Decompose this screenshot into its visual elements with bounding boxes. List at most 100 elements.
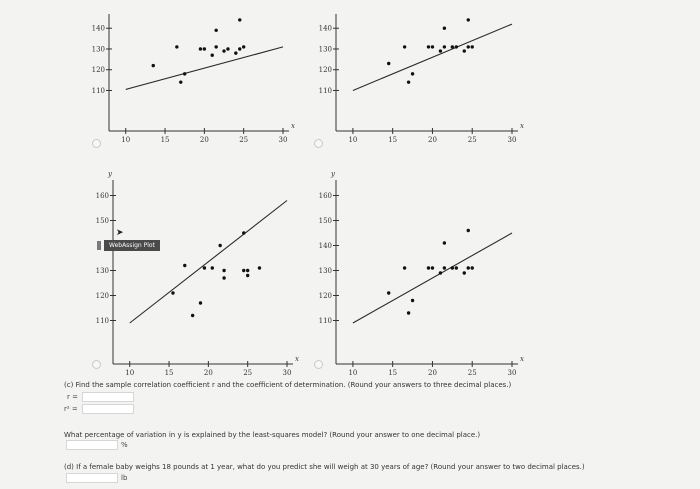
x-tick-label: 10 bbox=[348, 136, 357, 144]
x-tick-label: 25 bbox=[468, 136, 477, 144]
y-tick-label: 130 bbox=[92, 45, 105, 53]
graph-option-radio-bottom-right[interactable] bbox=[314, 360, 323, 369]
y-tick-label: 140 bbox=[319, 25, 332, 33]
data-point bbox=[241, 45, 246, 49]
data-point bbox=[202, 47, 207, 51]
question-d-text: (d) If a female baby weighs 18 pounds at… bbox=[64, 463, 585, 471]
percentage-unit: % bbox=[121, 441, 128, 449]
data-point bbox=[226, 47, 230, 51]
x-axis-label: x bbox=[520, 122, 524, 130]
data-point bbox=[210, 53, 214, 57]
data-point bbox=[387, 291, 391, 295]
data-point bbox=[438, 49, 443, 53]
data-point bbox=[462, 49, 466, 53]
scatter-plot-bottom-left: 110 120 130 150 160 10 15 20 25 30x y bbox=[96, 170, 299, 377]
data-point bbox=[450, 266, 455, 270]
r-label: r = bbox=[67, 393, 78, 401]
x-tick-label: 15 bbox=[388, 136, 397, 144]
y-tick-label: 110 bbox=[96, 317, 109, 325]
data-point bbox=[218, 243, 222, 248]
regression-line bbox=[352, 232, 513, 324]
x-axis-label: x bbox=[295, 355, 299, 363]
y-tick-label: 120 bbox=[319, 66, 332, 74]
x-tick-label: 30 bbox=[508, 136, 517, 144]
x-tick-label: 30 bbox=[279, 136, 288, 144]
data-point bbox=[175, 45, 179, 49]
data-point bbox=[426, 45, 431, 49]
data-point bbox=[410, 72, 415, 76]
data-point bbox=[387, 61, 391, 66]
x-tick-label: 20 bbox=[200, 136, 209, 144]
x-tick-label: 10 bbox=[125, 369, 134, 377]
y-axis-label: y bbox=[330, 170, 336, 178]
cursor-icon: ➤ bbox=[116, 228, 124, 238]
y-axis-label: y bbox=[107, 170, 113, 178]
webassign-plot-marker bbox=[97, 241, 101, 250]
data-point bbox=[470, 45, 474, 49]
data-point bbox=[442, 266, 447, 270]
data-point bbox=[454, 266, 459, 270]
graph-option-radio-top-right[interactable] bbox=[314, 139, 323, 148]
graph-option-radio-top-left[interactable] bbox=[92, 139, 101, 148]
data-point bbox=[442, 45, 447, 49]
data-point bbox=[238, 18, 242, 22]
data-point bbox=[406, 80, 411, 84]
r-squared-label: r² = bbox=[64, 405, 78, 413]
data-point bbox=[242, 231, 246, 235]
x-tick-label: 25 bbox=[239, 136, 248, 144]
y-tick-label: 130 bbox=[96, 267, 109, 275]
data-point bbox=[410, 298, 415, 303]
y-tick-label: 150 bbox=[319, 217, 332, 225]
y-tick-label: 160 bbox=[96, 192, 109, 200]
data-point bbox=[438, 271, 443, 275]
data-point bbox=[430, 45, 435, 49]
x-tick-label: 30 bbox=[283, 369, 292, 377]
y-tick-label: 120 bbox=[319, 292, 332, 300]
data-point bbox=[466, 18, 470, 22]
question-c-text: (c) Find the sample correlation coeffici… bbox=[64, 381, 512, 389]
r-input[interactable] bbox=[82, 392, 134, 402]
scatter-plot-top-left: 110 120 130 140 10 15 20 25 30x bbox=[92, 14, 295, 144]
weight-prediction-input[interactable] bbox=[66, 473, 118, 483]
data-point bbox=[198, 301, 203, 305]
y-tick-label: 120 bbox=[92, 66, 105, 74]
webassign-plot-badge[interactable]: WebAssign Plot bbox=[104, 240, 160, 251]
data-point bbox=[238, 47, 242, 51]
data-point bbox=[406, 311, 411, 315]
data-point bbox=[171, 291, 175, 295]
data-point bbox=[183, 72, 187, 76]
y-tick-label: 130 bbox=[319, 267, 332, 275]
data-point bbox=[210, 266, 214, 270]
data-point bbox=[450, 45, 455, 49]
data-point bbox=[183, 263, 187, 268]
y-tick-label: 110 bbox=[92, 87, 105, 95]
graph-option-radio-bottom-left[interactable] bbox=[92, 360, 101, 369]
percentage-input[interactable] bbox=[66, 440, 118, 450]
x-tick-label: 20 bbox=[428, 369, 437, 377]
regression-line bbox=[352, 23, 513, 91]
weight-unit: lb bbox=[121, 474, 128, 482]
x-tick-label: 15 bbox=[388, 369, 397, 377]
data-point bbox=[426, 266, 431, 270]
data-point bbox=[466, 266, 470, 270]
regression-line bbox=[129, 200, 288, 324]
x-tick-label: 25 bbox=[468, 369, 477, 377]
data-point bbox=[402, 45, 407, 49]
y-tick-label: 110 bbox=[319, 317, 332, 325]
x-tick-label: 25 bbox=[243, 369, 252, 377]
data-point bbox=[234, 51, 238, 55]
r-squared-input[interactable] bbox=[82, 404, 134, 414]
x-tick-label: 10 bbox=[348, 369, 357, 377]
data-point bbox=[430, 266, 435, 270]
data-point bbox=[222, 49, 226, 53]
data-point bbox=[470, 266, 474, 270]
y-tick-label: 110 bbox=[319, 87, 332, 95]
data-point bbox=[222, 268, 226, 273]
y-tick-label: 140 bbox=[319, 242, 332, 250]
data-point bbox=[462, 271, 466, 275]
x-tick-label: 15 bbox=[165, 369, 174, 377]
data-point bbox=[242, 268, 246, 273]
data-point bbox=[151, 63, 155, 68]
x-axis-label: x bbox=[520, 355, 524, 363]
